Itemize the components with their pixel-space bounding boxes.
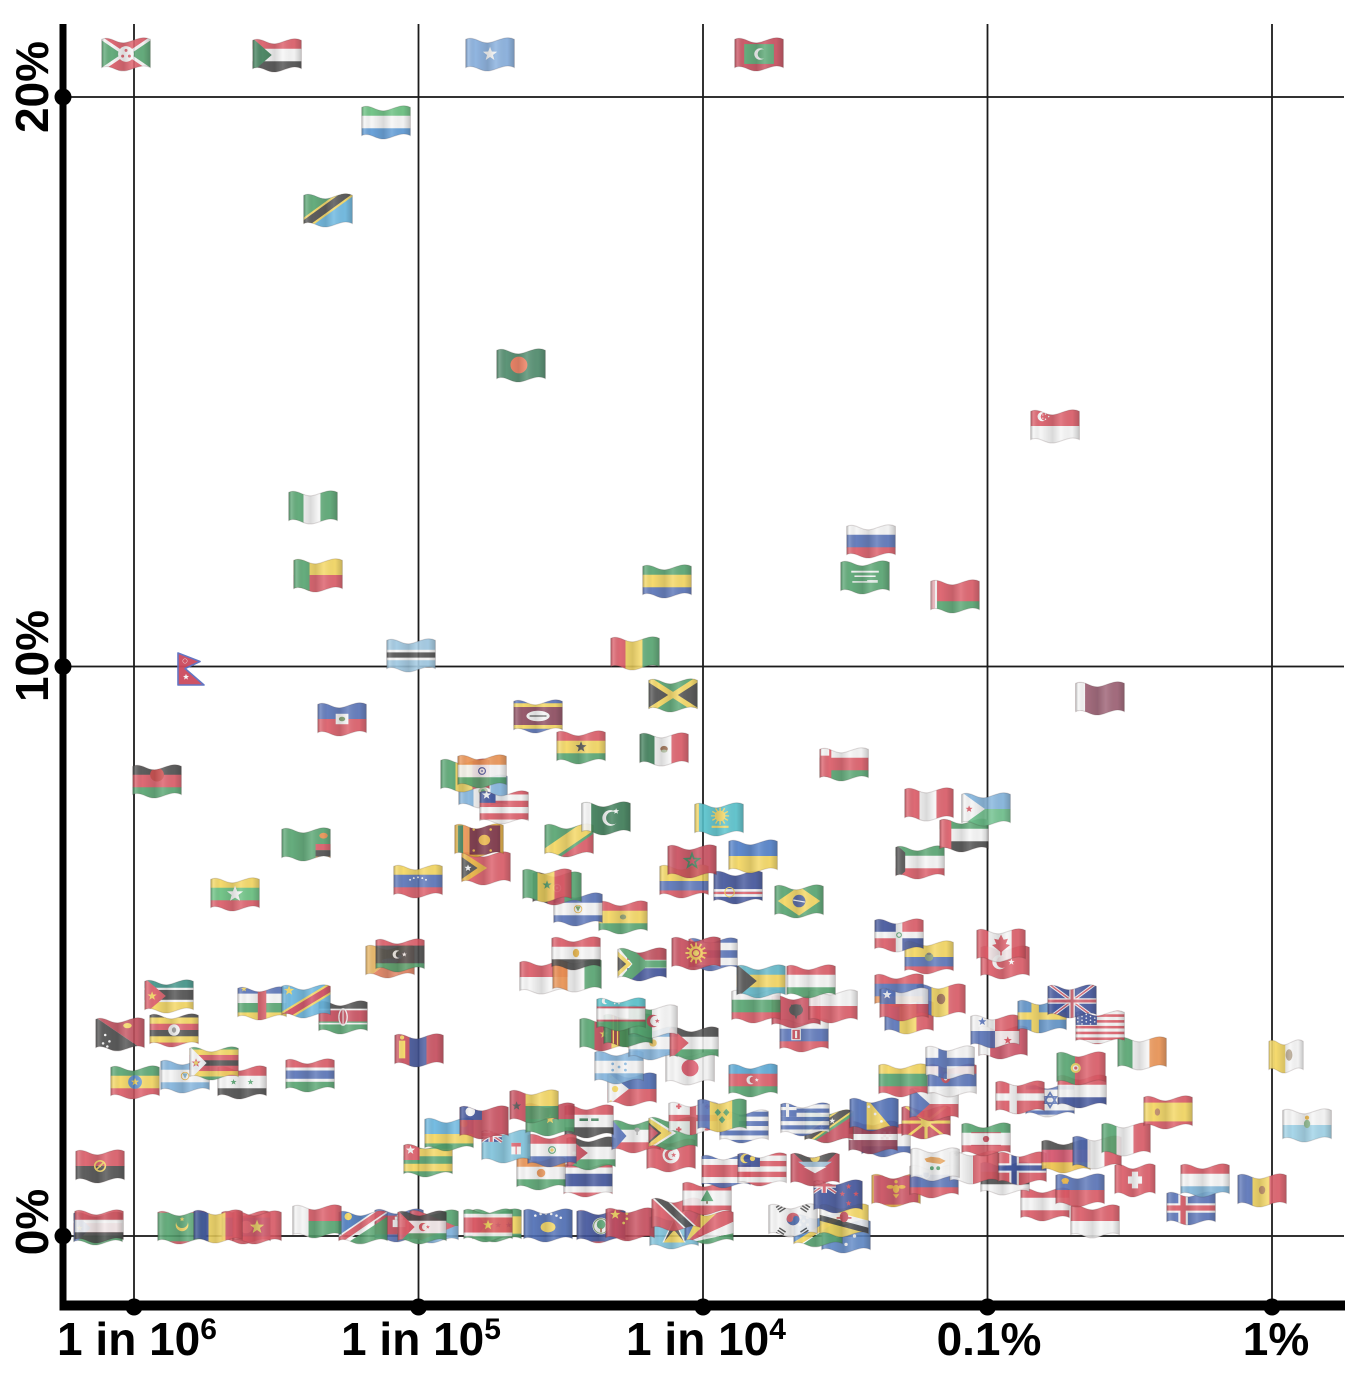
svg-text:20%: 20%	[6, 41, 58, 133]
svg-text:1 in 104: 1 in 104	[626, 1313, 786, 1365]
svg-text:10%: 10%	[6, 610, 58, 702]
svg-text:0%: 0%	[6, 1189, 58, 1255]
svg-text:1%: 1%	[1243, 1313, 1309, 1365]
svg-text:1 in 106: 1 in 106	[57, 1313, 217, 1365]
svg-text:1 in 105: 1 in 105	[341, 1313, 501, 1365]
svg-text:0.1%: 0.1%	[937, 1313, 1042, 1365]
